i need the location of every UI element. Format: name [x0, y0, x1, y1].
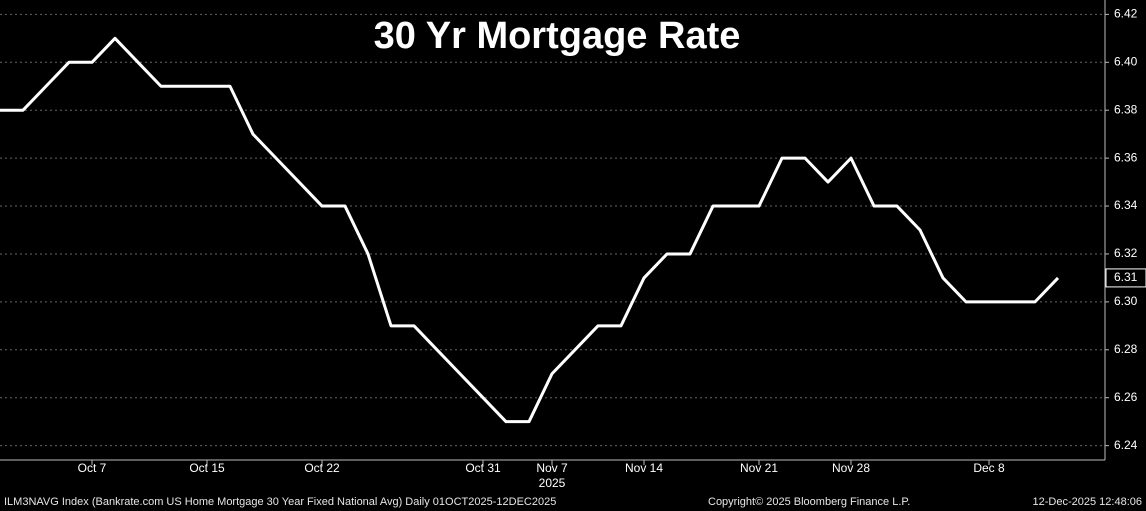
x-tick-label: Oct 7 [78, 461, 107, 475]
y-tick-label: 6.40 [1114, 54, 1138, 68]
x-tick-label: Nov 7 [536, 461, 568, 475]
footer-timestamp: 12-Dec-2025 12:48:06 [1033, 496, 1142, 508]
last-value-label: 6.31 [1114, 270, 1138, 284]
y-tick-label: 6.30 [1114, 294, 1138, 308]
y-tick-label: 6.34 [1114, 198, 1138, 212]
y-tick-label: 6.28 [1114, 342, 1138, 356]
x-tick-label: Nov 14 [625, 461, 663, 475]
x-tick-label: Dec 8 [973, 461, 1005, 475]
x-tick-label: Nov 28 [832, 461, 870, 475]
x-year-label: 2025 [539, 476, 566, 490]
line-series [0, 36, 1060, 424]
y-tick-label: 6.26 [1114, 390, 1138, 404]
y-tick-label: 6.32 [1114, 246, 1138, 260]
x-tick-label: Nov 21 [740, 461, 778, 475]
chart-title: 30 Yr Mortgage Rate [374, 15, 741, 57]
x-tick-label: Oct 15 [189, 461, 225, 475]
x-tick-label: Oct 31 [465, 461, 501, 475]
y-tick-label: 6.38 [1114, 102, 1138, 116]
x-tick-label: Oct 22 [304, 461, 340, 475]
footer-copyright: Copyright© 2025 Bloomberg Finance L.P. [708, 496, 910, 508]
y-tick-label: 6.42 [1114, 7, 1138, 21]
y-tick-label: 6.36 [1114, 150, 1138, 164]
last-value-box [1105, 268, 1146, 288]
footer-source: ILM3NAVG Index (Bankrate.com US Home Mor… [4, 496, 556, 508]
y-tick-label: 6.24 [1114, 438, 1138, 452]
